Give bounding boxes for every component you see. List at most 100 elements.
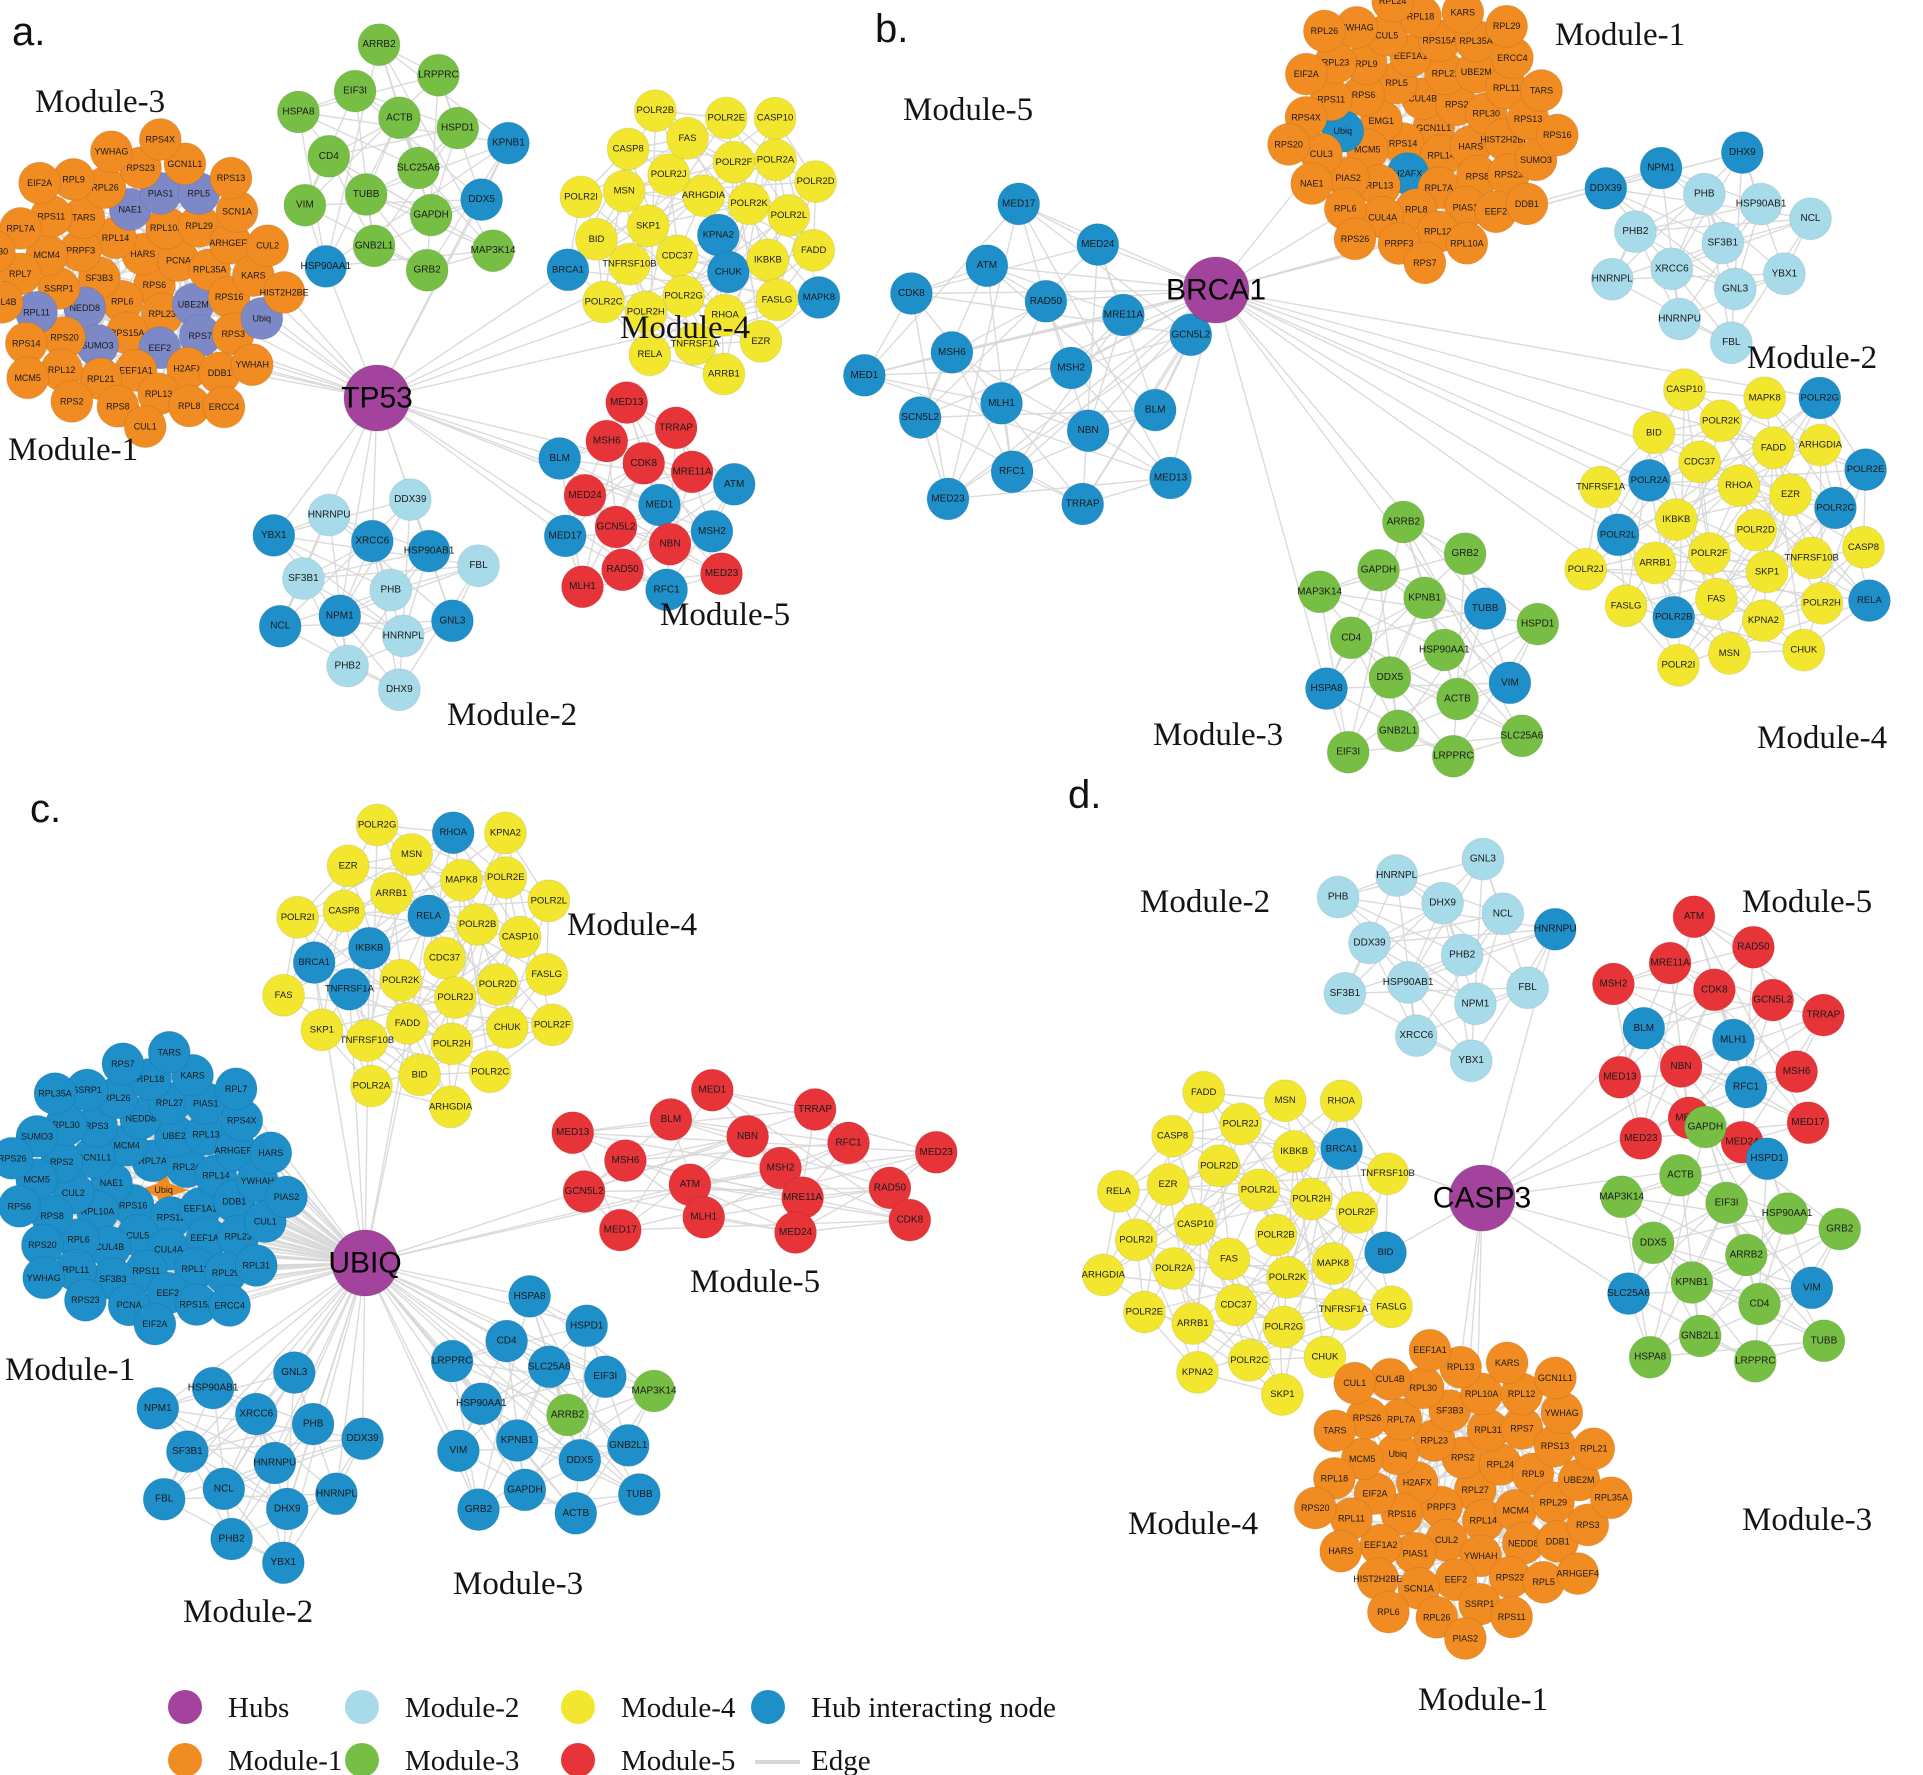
node-c-GRB2: GRB2 — [457, 1488, 500, 1532]
node-label: RPS11 — [1317, 95, 1345, 105]
node-label: EZR — [1159, 1179, 1178, 1190]
edge — [1654, 447, 1774, 564]
node-label: YWHAG — [94, 147, 128, 157]
node-circle — [89, 130, 133, 174]
node-label: CUL1 — [254, 1217, 277, 1227]
edge — [920, 409, 1156, 419]
node-a-HNRNPU: HNRNPU — [307, 493, 351, 537]
node-b-YWHAG: YWHAG — [1335, 5, 1379, 49]
node-label: NEDD8 — [69, 303, 100, 313]
node-label: TRRAP — [798, 1104, 832, 1115]
node-c-ACTB: ACTB — [554, 1491, 598, 1535]
node-circle — [633, 89, 677, 133]
node-d-HNRNPL: HNRNPL — [1375, 854, 1419, 897]
node-circle — [398, 1053, 442, 1097]
panel-letter-c: c. — [30, 787, 61, 831]
node-label: CASP10 — [1177, 1219, 1213, 1230]
node-label: BLM — [661, 1114, 682, 1125]
node-label: MRE11A — [672, 466, 712, 477]
edge — [157, 1262, 366, 1409]
node-label: GAPDH — [507, 1484, 543, 1495]
node-circle — [327, 967, 371, 1011]
node-circle — [1699, 399, 1743, 443]
node-label: CUL4B — [0, 297, 17, 307]
node-label: HSP90AB1 — [1383, 977, 1434, 988]
node-label: RPL10A — [150, 223, 184, 233]
edge — [1585, 568, 1768, 573]
node-circle — [1431, 734, 1475, 778]
node-circle — [712, 462, 756, 506]
node-label: ATM — [977, 260, 997, 271]
node-label: MSN — [1719, 648, 1740, 659]
node-label: FBL — [1518, 982, 1537, 993]
node-label: RPL21 — [1580, 1444, 1608, 1454]
node-label: CD4 — [319, 151, 339, 162]
node-b-POLR2E: POLR2E — [1844, 448, 1888, 492]
node-label: ARRB1 — [376, 888, 408, 899]
node-b-EZR: EZR — [1769, 473, 1812, 517]
node-label: POLR2J — [651, 169, 687, 180]
node-b-HNRNPL: HNRNPL — [1590, 257, 1634, 301]
node-label: GCN1L1 — [167, 159, 202, 169]
node-circle — [525, 952, 569, 996]
node-label: MRE11A — [1104, 310, 1144, 321]
node-label: RPS8 — [40, 1211, 64, 1221]
node-circle — [1741, 599, 1785, 643]
node-label: XRCC6 — [239, 1409, 273, 1420]
node-label: MED13 — [1603, 1072, 1637, 1083]
legend-label: Hub interacting node — [811, 1692, 1056, 1724]
node-label: TNFRSF10B — [340, 1035, 394, 1046]
node-label: RPS2 — [60, 396, 84, 406]
node-label: FADD — [1191, 1087, 1216, 1098]
node-circle — [1290, 162, 1334, 206]
node-d-HSPA8: HSPA8 — [1628, 1335, 1672, 1379]
edge — [212, 1388, 233, 1540]
node-label: RPL7 — [225, 1084, 248, 1094]
node-a-MSH6: MSH6 — [585, 419, 629, 463]
node-label: ARRB2 — [1387, 517, 1421, 528]
node-b-CD4: CD4 — [1329, 616, 1373, 660]
panel-a-nodes: SLC25A6 TUBB ACTB GAPDH CD4 HSPD1 GNB2L1 EIF3I D… — [0, 23, 841, 712]
node-label: POLR2C — [585, 297, 623, 308]
edge — [572, 1132, 781, 1169]
node-label: CD4 — [497, 1336, 517, 1347]
node-label: CUL2 — [1435, 1535, 1458, 1545]
node-label: MSH6 — [612, 1155, 640, 1166]
node-label: GRB2 — [465, 1504, 493, 1515]
node-label: CASP8 — [328, 906, 359, 917]
node-circle — [276, 90, 320, 134]
node-b-FASLG: FASLG — [1604, 584, 1648, 628]
node-circle — [792, 228, 836, 272]
node-c-MED23: MED23 — [914, 1130, 958, 1174]
node-d-RPS20: RPS20 — [1293, 1486, 1337, 1530]
node-label: CDK8 — [1701, 984, 1728, 995]
node-d-DHX9: DHX9 — [1421, 881, 1465, 925]
node-label: MSH6 — [593, 436, 621, 447]
node-label: EIF2A — [142, 1319, 167, 1329]
node-circle — [0, 230, 16, 273]
node-label: RPS13 — [157, 1212, 186, 1222]
node-label: RPS20 — [1274, 139, 1303, 149]
node-label: ACTB — [386, 112, 413, 123]
node-label: HSPD1 — [441, 123, 475, 134]
node-c-DDX5: DDX5 — [558, 1438, 602, 1482]
node-label: HARS — [258, 1148, 283, 1158]
node-label: RPL21 — [1432, 69, 1460, 79]
node-label: KPNB1 — [501, 1435, 534, 1446]
node-c-TUBB: TUBB — [617, 1473, 661, 1516]
node-label: RPS7 — [111, 1059, 135, 1069]
node-label: HNRNPL — [316, 1488, 358, 1499]
node-label: MAP3K14 — [1297, 586, 1342, 597]
node-label: RPS4X — [227, 1115, 257, 1125]
node-label: RPS14 — [1389, 139, 1418, 149]
node-b-FAS: FAS — [1694, 577, 1738, 621]
node-circle — [281, 557, 325, 601]
node-a-HSPA8: HSPA8 — [276, 90, 320, 134]
node-circle — [1739, 182, 1783, 226]
node-label: KPNB1 — [492, 138, 525, 149]
node-a-SLC25A6: SLC25A6 — [396, 146, 440, 190]
node-a-PHB: PHB — [369, 568, 413, 612]
node-circle — [990, 450, 1034, 494]
node-circle — [1720, 131, 1764, 175]
node-circle — [1149, 456, 1192, 500]
